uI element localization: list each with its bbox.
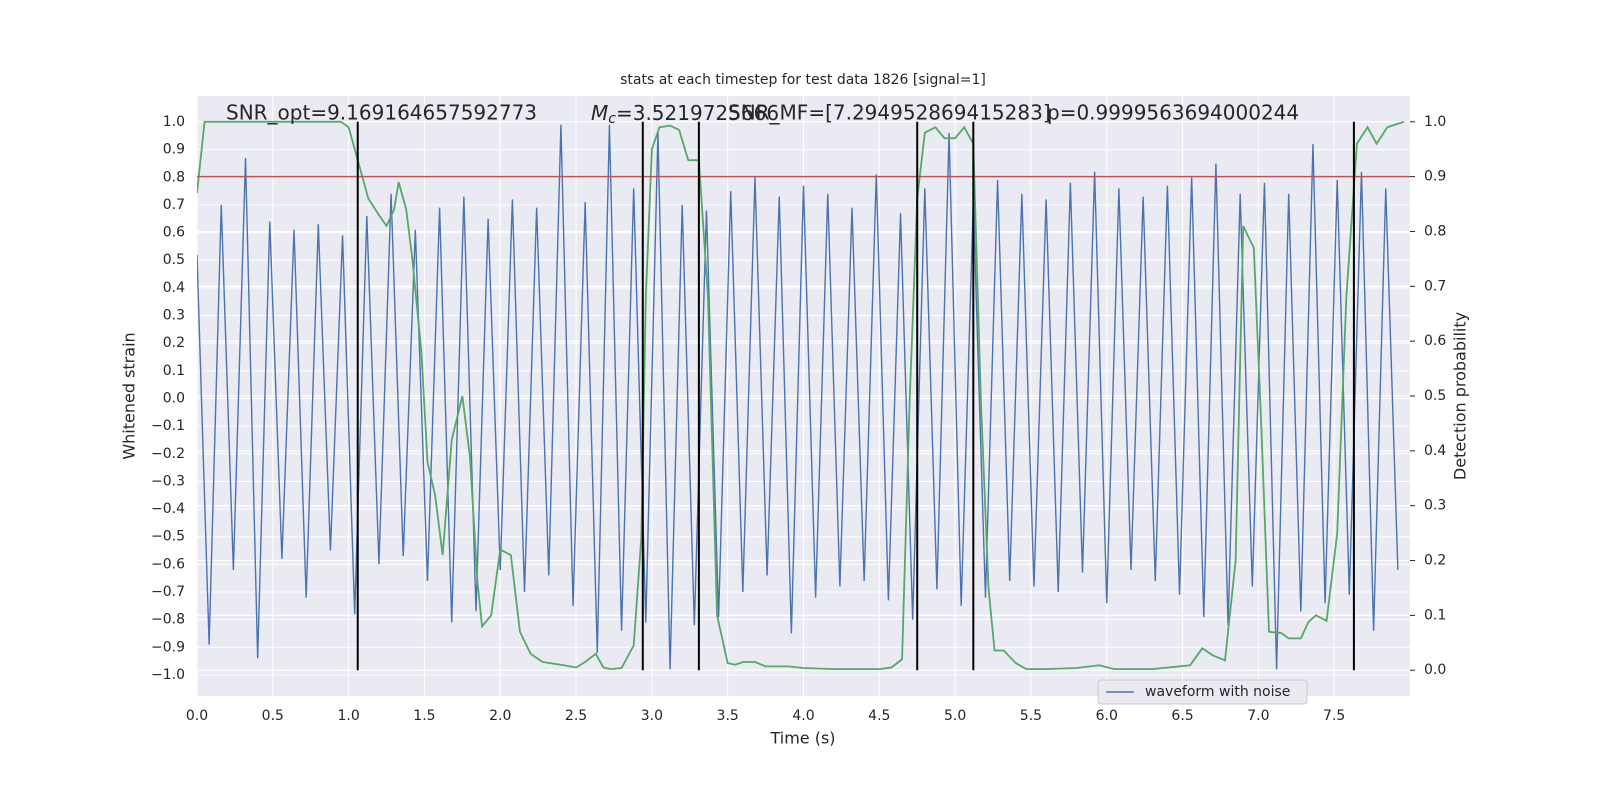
y-tick-label: −0.3 [151,473,185,489]
chart-title: stats at each timestep for test data 182… [620,72,986,88]
annotation: SNR_MF=[7.294952869415283] [728,101,1051,125]
annotation-text: =3.5219725666 [616,101,779,125]
y-tick-label: −0.1 [151,418,185,434]
annotation: p=0.9999563694000244 [1047,101,1299,125]
y-tick-label: 0.9 [163,142,185,158]
y-tick-label: −0.4 [151,501,185,517]
y-tick-label: −0.5 [151,529,185,545]
annotation: Mc=3.5219725666 [591,101,779,128]
annotation: SNR_opt=9.169164657592773 [226,101,537,125]
x-tick-label: 1.0 [337,708,359,724]
y2-tick-label: 0.9 [1424,169,1446,185]
y2-tick-label: 0.0 [1424,662,1446,678]
y-tick-label: 0.7 [163,197,185,213]
y2-tick-label: 1.0 [1424,114,1446,130]
y2-tick-label: 0.6 [1424,333,1446,349]
x-tick-label: 4.0 [792,708,814,724]
y2-tick-label: 0.7 [1424,278,1446,294]
y-tick-label: −0.2 [151,446,185,462]
y-tick-label: −1.0 [151,667,185,683]
y2-axis-label: Detection probability [1451,312,1470,480]
x-tick-label: 2.5 [565,708,587,724]
y-tick-label: 0.6 [163,225,185,241]
x-tick-label: 5.5 [1020,708,1042,724]
y-tick-label: 0.4 [163,280,185,296]
x-tick-label: 7.0 [1247,708,1269,724]
y-tick-label: 0.3 [163,308,185,324]
annotation-subscript: c [608,111,616,127]
legend-label: waveform with noise [1145,684,1290,700]
x-tick-label: 3.0 [641,708,663,724]
x-tick-label: 6.0 [1096,708,1118,724]
x-tick-label: 0.0 [186,708,208,724]
legend-box [1097,679,1308,705]
series-line [197,120,1405,671]
y2-tick-label: 0.4 [1424,443,1446,459]
y-axis-label: Whitened strain [120,332,139,459]
y-tick-label: −0.8 [151,612,185,628]
x-tick-label: 3.5 [717,708,739,724]
x-tick-label: 2.0 [489,708,511,724]
y2-tick-label: 0.1 [1424,607,1446,623]
series-line [197,124,1399,670]
x-tick-label: 7.5 [1323,708,1345,724]
annotation-symbol: M [591,101,608,125]
y-tick-label: −0.7 [151,584,185,600]
y2-tick-label: 0.2 [1424,553,1446,569]
y-tick-label: 0.8 [163,169,185,185]
x-tick-label: 6.5 [1171,708,1193,724]
y-tick-label: 0.1 [163,363,185,379]
x-axis-label: Time (s) [769,729,835,748]
y2-tick-label: 0.8 [1424,223,1446,239]
y-tick-label: −0.9 [151,639,185,655]
y2-tick-label: 0.5 [1424,388,1446,404]
y-tick-label: −0.6 [151,556,185,572]
y-tick-label: 0.2 [163,335,185,351]
y-tick-label: 0.5 [163,252,185,268]
y-tick-label: 1.0 [163,114,185,130]
y-tick-label: 0.0 [163,390,185,406]
x-tick-label: 1.5 [413,708,435,724]
x-tick-label: 4.5 [868,708,890,724]
y2-tick-label: 0.3 [1424,498,1446,514]
x-tick-label: 0.5 [262,708,284,724]
x-tick-label: 5.0 [944,708,966,724]
